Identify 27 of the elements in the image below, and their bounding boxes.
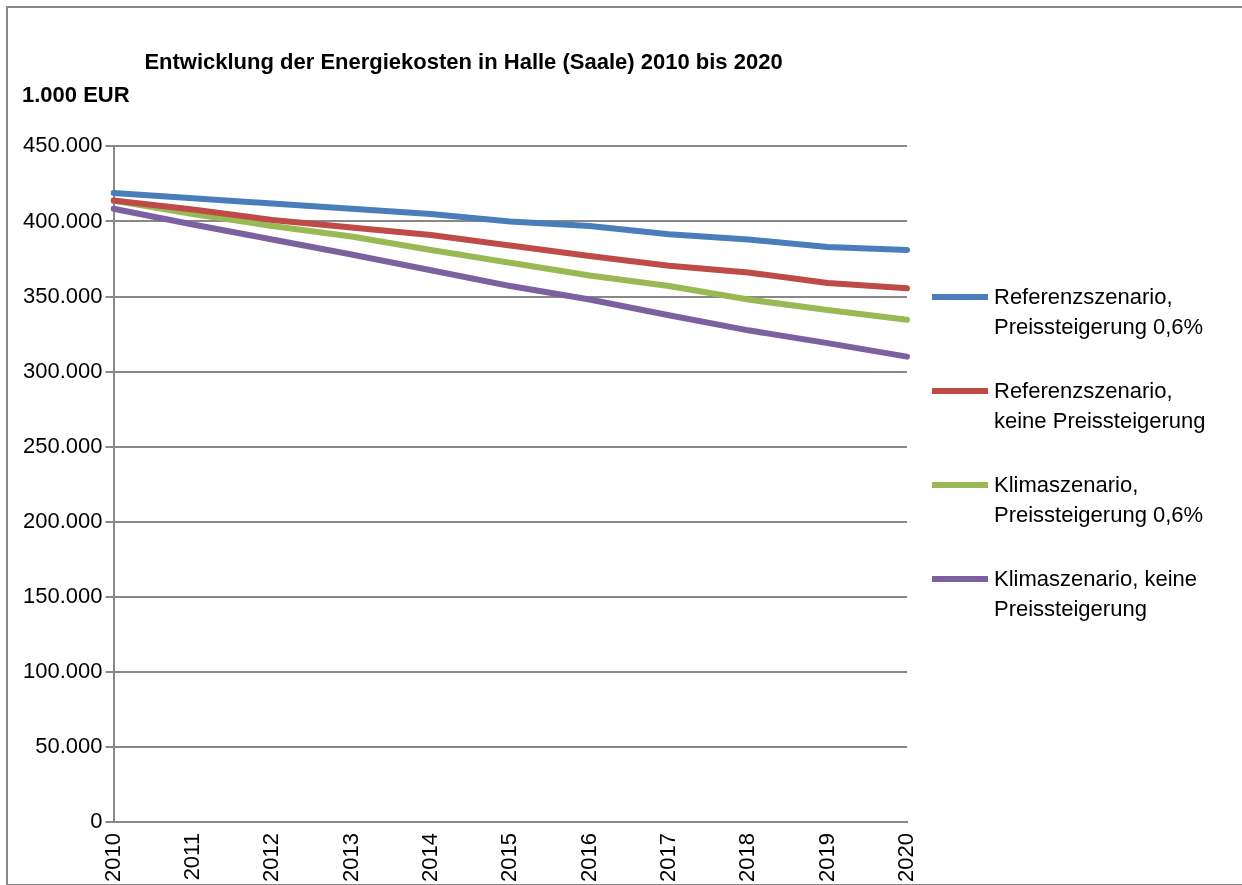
- legend-label: Klimaszenario, keine Preissteigerung: [994, 565, 1198, 623]
- x-tick-label: 2020: [893, 833, 919, 883]
- x-tick-label: 2016: [575, 833, 601, 883]
- y-tick-label: 250.000: [22, 432, 103, 458]
- x-tick-label: 2015: [496, 833, 522, 883]
- y-tick-label: 400.000: [22, 207, 103, 233]
- chart-title: Entwicklung der Energiekosten in Halle (Saale) 2010 bis 2020: [144, 49, 783, 75]
- x-tick-label: 2012: [258, 833, 284, 883]
- x-tick-label: 2013: [337, 833, 363, 883]
- y-tick-label: 450.000: [22, 132, 103, 158]
- y-tick-label: 100.000: [22, 657, 103, 683]
- y-tick-label: 300.000: [22, 357, 103, 383]
- x-tick-label: 2010: [99, 833, 125, 883]
- x-tick-label: 2017: [655, 833, 681, 883]
- y-tick-label: 200.000: [22, 507, 103, 533]
- y-axis-title: 1.000 EUR: [22, 82, 130, 108]
- x-tick-label: 2014: [416, 833, 442, 883]
- y-tick-label: 350.000: [22, 282, 103, 308]
- legend-label: Referenzszenario, keine Preissteigerung: [994, 377, 1207, 435]
- y-tick-label: 150.000: [22, 582, 103, 608]
- legend-label: Klimaszenario, Preissteigerung 0,6%: [994, 471, 1205, 529]
- x-tick-label: 2011: [178, 833, 204, 881]
- y-tick-label: 50.000: [35, 733, 103, 759]
- legend-label: Referenzszenario, Preissteigerung 0,6%: [994, 283, 1205, 341]
- x-tick-label: 2018: [734, 833, 760, 883]
- x-tick-label: 2019: [813, 833, 839, 883]
- y-tick-label: 0: [90, 808, 103, 834]
